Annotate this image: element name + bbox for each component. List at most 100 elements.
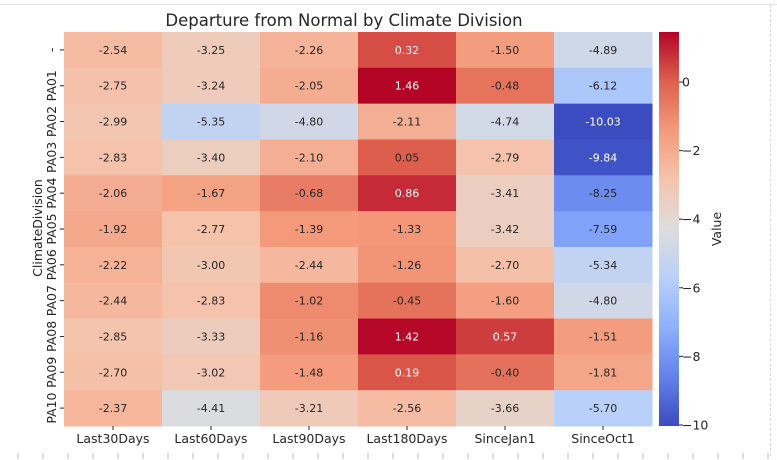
cell-value-label: -0.68 — [295, 187, 323, 200]
heatmap-cell — [162, 246, 261, 284]
cell-value-label: -5.34 — [589, 259, 617, 272]
y-tick-label: - — [44, 48, 59, 53]
cell-value-label: -6.12 — [589, 80, 617, 93]
cell-value-label: -5.35 — [197, 116, 225, 129]
heatmap-cell — [456, 354, 555, 391]
heatmap-cell — [162, 282, 261, 320]
colorbar-label: Value — [709, 212, 724, 247]
heatmap-cell — [358, 139, 457, 176]
cell-value-label: -3.21 — [295, 402, 323, 415]
y-tick-label: PA09 — [44, 357, 59, 388]
cell-value-label: -2.70 — [491, 259, 519, 272]
heatmap-cells: -2.54 -3.25 -2.26 0.32 -1.50 -4.89 -2.75 -3.24 -… — [64, 32, 653, 427]
cell-value-label: -1.33 — [393, 223, 421, 236]
heatmap-cell — [64, 32, 163, 69]
heatmap-cell — [358, 354, 457, 391]
cell-value-label: 0.86 — [395, 187, 420, 200]
heatmap-cell — [64, 318, 163, 355]
x-axis: Last30Days Last60Days Last90Days Last180Day… — [76, 426, 635, 446]
cell-value-label: -2.54 — [99, 44, 127, 57]
cell-value-label: -1.26 — [393, 259, 421, 272]
cell-value-label: -1.67 — [197, 187, 225, 200]
cell-value-label: -3.00 — [197, 259, 225, 272]
cell-value-label: -2.11 — [393, 116, 421, 129]
heatmap-cell — [260, 390, 359, 427]
cell-value-label: -10.03 — [585, 116, 620, 129]
heatmap-cell — [456, 175, 555, 212]
heatmap-cell — [554, 318, 653, 355]
heatmap-cell — [64, 103, 163, 140]
heatmap-cell — [162, 390, 261, 427]
heatmap-cell — [456, 32, 555, 69]
colorbar-tick-label: 0 — [682, 75, 690, 90]
cell-value-label: -1.60 — [491, 295, 519, 308]
heatmap-cell — [260, 318, 359, 355]
y-tick-label: PA05 — [44, 213, 59, 244]
heatmap-cell — [358, 211, 457, 248]
heatmap-cell — [260, 103, 359, 140]
heatmap-cell — [162, 32, 261, 69]
cell-value-label: 1.46 — [395, 80, 420, 93]
cell-value-label: -2.22 — [99, 259, 127, 272]
cell-value-label: -1.50 — [491, 44, 519, 57]
cell-value-label: 1.42 — [395, 330, 420, 343]
cell-value-label: -2.26 — [295, 44, 323, 57]
cell-value-label: -0.45 — [393, 295, 421, 308]
heatmap-cell — [162, 318, 261, 355]
heatmap-cell — [260, 175, 359, 212]
heatmap-cell — [554, 282, 653, 320]
y-axis-label: ClimateDivision — [30, 179, 45, 277]
heatmap-cell — [358, 67, 457, 105]
cell-value-label: 0.19 — [395, 366, 420, 379]
heatmap-cell — [64, 246, 163, 284]
heatmap-cell — [260, 354, 359, 391]
y-tick-label: PA01 — [44, 70, 59, 101]
cell-value-label: -2.44 — [99, 295, 127, 308]
cell-value-label: -2.75 — [99, 80, 127, 93]
heatmap-cell — [260, 211, 359, 248]
cell-value-label: -2.56 — [393, 402, 421, 415]
heatmap-cell — [64, 175, 163, 212]
heatmap-cell — [64, 282, 163, 320]
x-tick-label: Last30Days — [76, 431, 149, 446]
colorbar-tick-label: −6 — [682, 280, 700, 295]
heatmap-cell — [260, 246, 359, 284]
heatmap-cell — [64, 354, 163, 391]
heatmap-cell — [456, 390, 555, 427]
heatmap-cell — [456, 318, 555, 355]
cell-value-label: -2.79 — [491, 151, 519, 164]
colorbar-tick-label: −4 — [682, 212, 700, 227]
heatmap-cell — [162, 103, 261, 140]
heatmap-cell — [554, 390, 653, 427]
heatmap-cell — [554, 103, 653, 140]
heatmap-cell — [554, 67, 653, 105]
x-tick-label: SinceJan1 — [474, 431, 535, 446]
heatmap-cell — [64, 211, 163, 248]
cell-value-label: -3.25 — [197, 44, 225, 57]
y-tick-label: PA10 — [44, 392, 59, 423]
cell-value-label: -0.48 — [491, 80, 519, 93]
cell-value-label: -3.66 — [491, 402, 519, 415]
cell-value-label: -2.44 — [295, 259, 323, 272]
cell-value-label: -2.77 — [197, 223, 225, 236]
cell-value-label: -2.85 — [99, 330, 127, 343]
y-tick-label: PA07 — [44, 285, 59, 316]
heatmap-cell — [456, 67, 555, 105]
heatmap-cell — [358, 246, 457, 284]
cell-value-label: -8.25 — [589, 187, 617, 200]
heatmap-cell — [358, 282, 457, 320]
heatmap-cell — [260, 139, 359, 176]
cell-value-label: -2.99 — [99, 116, 127, 129]
y-tick-label: PA02 — [44, 106, 59, 137]
heatmap-cell — [456, 282, 555, 320]
cell-value-label: -7.59 — [589, 223, 617, 236]
x-tick-label: Last60Days — [174, 431, 247, 446]
heatmap-cell — [554, 354, 653, 391]
cell-value-label: -5.70 — [589, 402, 617, 415]
cell-value-label: -2.83 — [99, 151, 127, 164]
heatmap-cell — [162, 211, 261, 248]
colorbar — [659, 32, 679, 426]
heatmap-cell — [456, 139, 555, 176]
cell-value-label: -3.02 — [197, 366, 225, 379]
